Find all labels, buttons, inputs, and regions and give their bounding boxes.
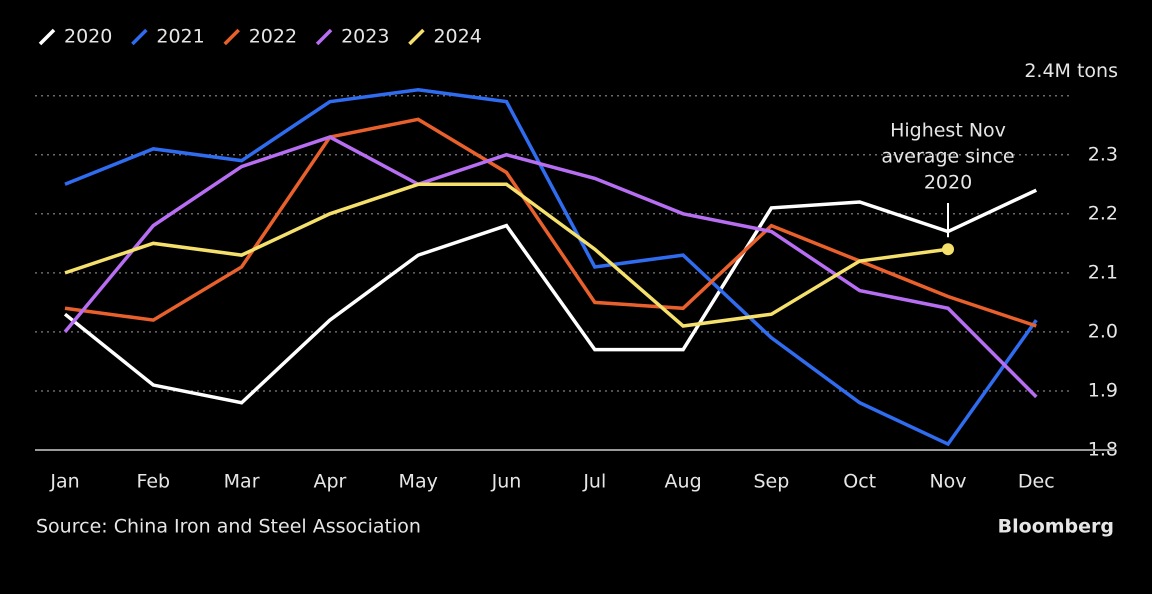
x-tick-label: Jul [582, 471, 606, 493]
x-tick-label: May [399, 471, 438, 493]
series-line [63, 188, 1038, 405]
legend-swatch [131, 28, 148, 46]
legend-label: 2022 [249, 26, 297, 48]
legend-swatch [223, 28, 240, 46]
x-tick-label: Jan [49, 471, 79, 493]
legend-swatch [38, 28, 56, 46]
x-tick-label: Oct [843, 471, 876, 493]
x-tick-label: Aug [665, 471, 702, 493]
y-tick-label: 2.4M tons [1024, 60, 1118, 82]
y-tick-label: 1.9 [1088, 379, 1118, 401]
x-tick-label: Feb [136, 471, 170, 493]
y-tick-label: 2.1 [1088, 261, 1118, 283]
x-tick-label: Nov [929, 471, 966, 493]
annotation: Highest Nov [890, 120, 1006, 142]
y-tick-label: 2.3 [1088, 143, 1118, 165]
x-tick-label: Apr [313, 471, 346, 493]
credit: Bloomberg [998, 516, 1114, 538]
highlight-dot [942, 243, 954, 256]
series-line [64, 182, 949, 328]
legend-swatch [408, 28, 425, 46]
legend-label: 2023 [341, 26, 389, 48]
legend-label: 2020 [64, 26, 112, 48]
y-tick-label: 2.2 [1088, 202, 1118, 224]
x-tick-label: Sep [753, 471, 789, 493]
x-tick-label: Jun [491, 471, 522, 493]
y-tick-label: 2.0 [1088, 320, 1118, 342]
legend-swatch [315, 28, 333, 46]
legend-label: 2021 [156, 26, 204, 48]
series-line [64, 117, 1037, 328]
legend-label: 2024 [433, 26, 481, 48]
annotation: 2020 [924, 172, 972, 194]
x-tick-label: Dec [1018, 471, 1055, 493]
series-line [63, 135, 1038, 399]
series-line [64, 88, 1038, 447]
source: Source: China Iron and Steel Association [36, 516, 421, 538]
x-tick-label: Mar [224, 471, 260, 493]
annotation: average since [881, 146, 1014, 168]
